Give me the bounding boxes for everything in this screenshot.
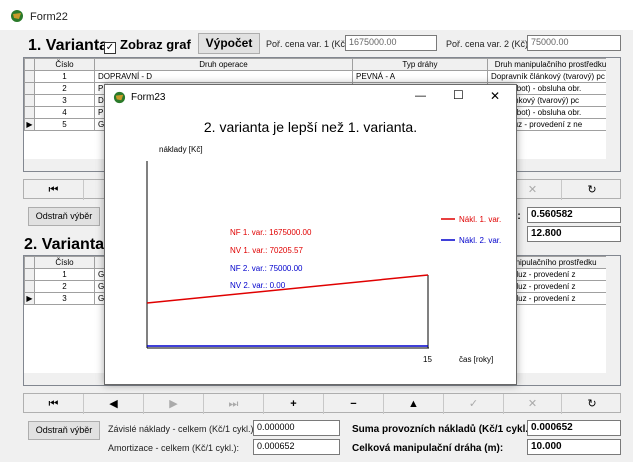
remove-selection-button-1[interactable]: Odstraň výběr <box>28 207 100 226</box>
value1-label-tail: ): <box>514 211 521 222</box>
calculate-button[interactable]: Výpočet <box>198 33 260 54</box>
show-graph-checkbox[interactable]: ✓ Zobraz graf <box>104 37 191 54</box>
value1-field[interactable]: 0.560582 <box>527 207 621 223</box>
x-axis-label: čas [roky] <box>459 355 494 364</box>
maximize-icon[interactable]: ☐ <box>453 88 464 102</box>
nav1-first-button[interactable]: ⏮ <box>24 180 84 200</box>
main-title-bar: Form22 <box>0 0 633 30</box>
price1-label: Poř. cena var. 1 (Kč): <box>266 39 351 49</box>
col-header-operation[interactable]: Druh operace <box>94 58 353 71</box>
cost-chart <box>146 161 455 349</box>
nf1-annotation: NF 1. var.: 1675000.00 <box>230 228 312 237</box>
table-row[interactable]: 1 DOPRAVNÍ - D PEVNÁ - A Dopravník článkový… <box>24 70 614 83</box>
series-line-var1 <box>146 274 429 304</box>
nf2-annotation: NF 2. var.: 75000.00 <box>230 264 303 273</box>
legend-label-var1: Nákl. 1. var. <box>459 215 502 224</box>
dependent-costs-field[interactable]: 0.000000 <box>253 420 340 436</box>
price1-field[interactable]: 1675000.00 <box>345 35 437 51</box>
dialog-app-icon <box>113 91 126 104</box>
variant2-heading: 2. Varianta <box>24 236 105 253</box>
nav-prior-button[interactable]: ◀ <box>84 394 144 414</box>
nav-cancel-button[interactable]: ✕ <box>504 394 562 414</box>
nv2-annotation: NV 2. var.: 0.00 <box>230 281 286 290</box>
nav-refresh-button[interactable]: ↻ <box>587 398 597 410</box>
nav-post-button[interactable]: ✓ <box>444 394 504 414</box>
navigator-2: ⏮ ◀ ▶ ⏭ + − ▲ ✓ ✕ ↻ <box>23 393 621 414</box>
price2-field[interactable]: 75000.00 <box>527 35 621 51</box>
nav-last-button[interactable]: ⏭ <box>204 394 264 414</box>
nav-next-button[interactable]: ▶ <box>144 394 204 414</box>
variant1-heading: 1. Varianta <box>28 37 109 54</box>
form23-dialog: Form23 — ☐ ✕ 2. varianta je lepší než 1.… <box>104 84 517 385</box>
legend-label-var2: Nákl. 2. var. <box>459 236 502 245</box>
amortization-label: Amortizace - celkem (Kč/1 cykl.): <box>108 443 240 453</box>
nav-edit-button[interactable]: ▲ <box>384 394 444 414</box>
col2-header-device[interactable]: manipulačního prostředku <box>487 256 614 269</box>
distance-label: Celková manipulační dráha (m): <box>352 443 504 454</box>
window-title: Form22 <box>30 11 68 23</box>
col-header-device[interactable]: Druh manipulačního prostředku <box>487 58 614 71</box>
col-header-track[interactable]: Typ dráhy <box>352 58 488 71</box>
y-axis-label: náklady [Kč] <box>159 145 203 154</box>
dialog-title: Form23 <box>131 92 166 103</box>
grid1-vscrollbar[interactable] <box>606 58 620 171</box>
current-row-pointer-icon: ▶ <box>24 292 35 305</box>
checkbox-check-icon: ✓ <box>104 42 116 54</box>
operating-costs-label: Suma provozních nákladů (Kč/1 cykl.): <box>352 424 535 435</box>
dialog-headline: 2. varianta je lepší než 1. varianta. <box>203 119 418 135</box>
dependent-costs-label: Závislé náklady - celkem (Kč/1 cykl.): <box>108 424 257 434</box>
nav-insert-button[interactable]: + <box>264 394 324 414</box>
x-tick-label: 15 <box>423 355 432 364</box>
nav-first-button[interactable]: ⏮ <box>24 394 84 414</box>
app-icon <box>11 10 23 22</box>
close-icon[interactable]: ✕ <box>490 89 501 103</box>
nav1-cancel-button[interactable]: ✕ <box>504 180 562 200</box>
nav1-refresh-button[interactable]: ↻ <box>587 184 597 196</box>
price2-label: Poř. cena var. 2 (Kč): <box>446 39 531 49</box>
operating-costs-field[interactable]: 0.000652 <box>527 420 621 436</box>
minimize-icon[interactable]: — <box>415 90 426 102</box>
amortization-field[interactable]: 0.000652 <box>253 439 340 455</box>
show-graph-label: Zobraz graf <box>120 37 191 52</box>
distance-field[interactable]: 10.000 <box>527 439 621 455</box>
grid2-vscrollbar[interactable] <box>606 256 620 385</box>
col2-header-cislo[interactable]: Číslo <box>34 256 95 269</box>
value2-field[interactable]: 12.800 <box>527 226 621 242</box>
dialog-title-bar: Form23 — ☐ ✕ <box>105 85 516 111</box>
col-header-cislo[interactable]: Číslo <box>34 58 95 71</box>
remove-selection-button-2[interactable]: Odstraň výběr <box>28 421 100 440</box>
nv1-annotation: NV 1. var.: 70205.57 <box>230 246 303 255</box>
current-row-pointer-icon: ▶ <box>24 118 35 131</box>
nav-delete-button[interactable]: − <box>324 394 384 414</box>
